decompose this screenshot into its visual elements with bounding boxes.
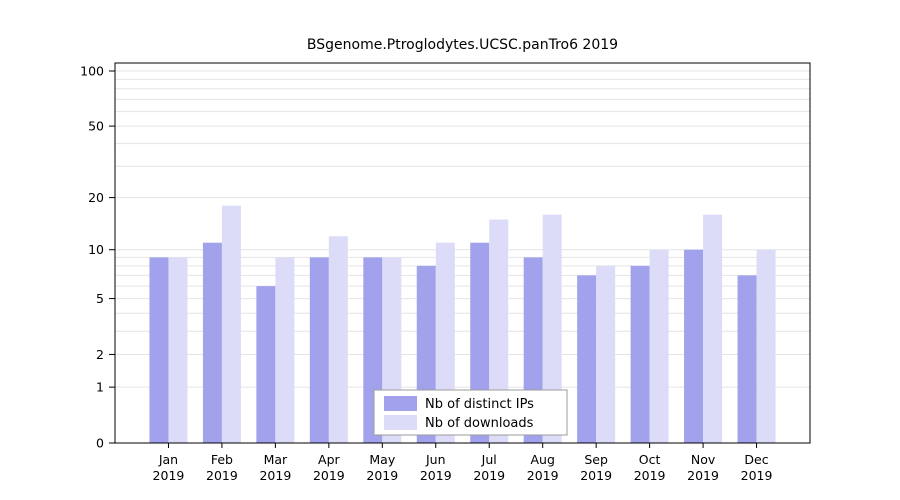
x-tick-label-year: 2019 xyxy=(206,468,238,483)
bar-dec-downloads xyxy=(756,249,776,443)
plot-border xyxy=(114,62,811,444)
chart-title: BSgenome.Ptroglodytes.UCSC.panTro6 2019 xyxy=(306,37,619,53)
x-tick-label-year: 2019 xyxy=(527,468,559,483)
bar-mar-distinct-ips xyxy=(256,286,276,443)
y-tick-label: 50 xyxy=(88,118,104,133)
x-tick-label-year: 2019 xyxy=(366,468,398,483)
bar-feb-distinct-ips xyxy=(202,242,222,443)
bar-jan-downloads xyxy=(168,257,188,443)
x-tick-label-month: Jan xyxy=(158,452,178,467)
x-tick-label-year: 2019 xyxy=(580,468,612,483)
x-tick-label-year: 2019 xyxy=(153,468,185,483)
x-tick-label-month: Dec xyxy=(744,452,768,467)
legend-label: Nb of downloads xyxy=(425,416,534,431)
x-tick-label-month: Apr xyxy=(318,452,340,467)
bar-sep-downloads xyxy=(596,265,616,443)
bar-jul-downloads xyxy=(489,219,509,443)
bar-apr-distinct-ips xyxy=(309,257,329,443)
x-tick-label-year: 2019 xyxy=(313,468,345,483)
x-tick-label-month: Mar xyxy=(264,452,288,467)
x-tick-label-year: 2019 xyxy=(259,468,291,483)
bar-apr-downloads xyxy=(328,236,348,443)
x-tick-label-month: May xyxy=(369,452,395,467)
x-tick-label-month: Aug xyxy=(530,452,554,467)
x-tick-label-month: Nov xyxy=(691,452,716,467)
x-tick-label-year: 2019 xyxy=(687,468,719,483)
legend-swatch xyxy=(384,415,417,430)
bar-nov-downloads xyxy=(703,214,723,443)
bar-dec-distinct-ips xyxy=(737,275,757,443)
bar-oct-downloads xyxy=(649,249,669,443)
x-tick-label-year: 2019 xyxy=(420,468,452,483)
x-tick-label-month: Jul xyxy=(481,452,497,467)
legend-label: Nb of distinct IPs xyxy=(425,397,534,412)
legend-swatch xyxy=(384,396,417,411)
x-tick-label-month: Feb xyxy=(211,452,233,467)
y-tick-label: 5 xyxy=(96,291,104,306)
y-tick-label: 100 xyxy=(80,63,104,78)
bar-nov-distinct-ips xyxy=(684,249,704,443)
x-tick-label-year: 2019 xyxy=(634,468,666,483)
x-tick-label-year: 2019 xyxy=(473,468,505,483)
bar-sep-distinct-ips xyxy=(577,275,597,443)
y-tick-label: 1 xyxy=(96,380,104,395)
y-tick-label: 0 xyxy=(96,435,104,450)
bar-jan-distinct-ips xyxy=(149,257,169,443)
x-tick-label-month: Jun xyxy=(425,452,446,467)
x-tick-label-year: 2019 xyxy=(741,468,773,483)
bar-feb-downloads xyxy=(221,205,241,443)
bar-oct-distinct-ips xyxy=(630,265,650,443)
y-tick-label: 20 xyxy=(88,190,104,205)
x-tick-label-month: Oct xyxy=(639,452,661,467)
x-tick-label-month: Sep xyxy=(584,452,608,467)
y-tick-label: 2 xyxy=(96,347,104,362)
y-tick-label: 10 xyxy=(88,242,104,257)
bar-aug-downloads xyxy=(542,214,562,443)
bar-mar-downloads xyxy=(275,257,295,443)
